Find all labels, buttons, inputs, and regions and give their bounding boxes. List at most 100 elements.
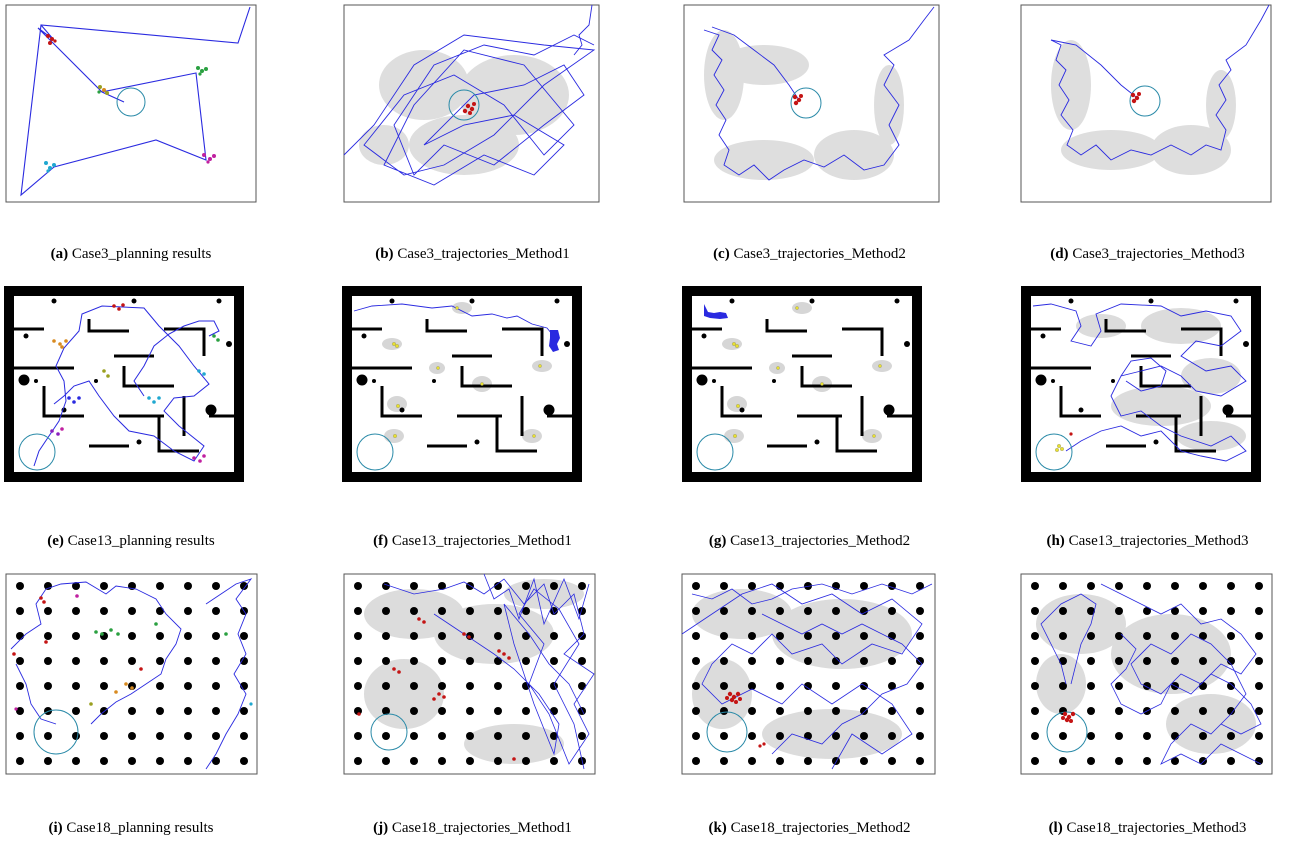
trajectory-path-3 — [691, 583, 933, 605]
obstacle-dot — [692, 607, 700, 615]
robot-cluster-red — [46, 34, 57, 45]
plot-case13-method1 — [342, 286, 582, 482]
obstacle-dot — [16, 757, 24, 765]
obstacle-dot — [720, 682, 728, 690]
caption-text: Case3_trajectories_Method2 — [733, 246, 906, 262]
obstacle-dot — [1199, 582, 1207, 590]
obstacle-dot — [578, 682, 586, 690]
obstacle-dot — [382, 732, 390, 740]
obstacle-dot — [100, 607, 108, 615]
caption-tag: (k) — [708, 820, 727, 836]
obstacle-dot — [128, 757, 136, 765]
trajectory-path — [353, 303, 558, 347]
obstacle-dot — [1059, 632, 1067, 640]
obstacle-dot — [156, 757, 164, 765]
obstacle-dot — [240, 757, 248, 765]
robot-cluster-red — [1130, 92, 1141, 104]
obstacle-dot — [1087, 607, 1095, 615]
obstacle-dot — [1171, 732, 1179, 740]
caption-text: Case18_planning results — [66, 820, 214, 836]
goal-circle — [1035, 433, 1073, 471]
obstacle-dot — [578, 607, 586, 615]
obstacle-dot — [748, 732, 756, 740]
obstacle-dot — [1031, 582, 1039, 590]
obstacle-dot — [578, 732, 586, 740]
obstacle-dot — [748, 582, 756, 590]
obstacle-dot — [212, 582, 220, 590]
obstacle-dot — [692, 707, 700, 715]
trajectory-path-3 — [1110, 633, 1262, 735]
obstacle-dot — [16, 707, 24, 715]
obstacle-dot — [720, 732, 728, 740]
obstacle-dot — [916, 607, 924, 615]
obstacle-dot — [832, 707, 840, 715]
obstacle-dot — [44, 607, 52, 615]
obstacle-dot — [466, 707, 474, 715]
obstacle-dot — [804, 607, 812, 615]
maze-walls — [352, 319, 577, 453]
obstacle-dot — [748, 657, 756, 665]
obstacle-dot — [410, 657, 418, 665]
uncertainty-region — [364, 579, 584, 764]
obstacle-dot — [888, 707, 896, 715]
obstacle-dot — [888, 607, 896, 615]
obstacle-dot — [832, 732, 840, 740]
obstacle-dot — [1199, 732, 1207, 740]
trajectory-path — [1032, 303, 1247, 462]
obstacle-dot — [522, 607, 530, 615]
obstacle-dot — [184, 757, 192, 765]
obstacle-dot — [720, 632, 728, 640]
obstacle-dot — [438, 682, 446, 690]
caption-tag: (e) — [47, 533, 64, 549]
obstacle-dot — [466, 682, 474, 690]
robot-cluster-blue — [549, 330, 560, 352]
obstacle-dot — [72, 682, 80, 690]
obstacle-dot — [804, 657, 812, 665]
obstacle-dot — [128, 732, 136, 740]
caption-text: Case3_planning results — [71, 246, 212, 262]
obstacle-dot — [1031, 732, 1039, 740]
obstacle-dot — [438, 757, 446, 765]
caption-e: (e) Case13_planning results — [0, 533, 262, 550]
obstacle-dot — [804, 632, 812, 640]
caption-a: (a) Case3_planning results — [0, 246, 262, 263]
caption-k: (k) Case18_trajectories_Method2 — [662, 820, 957, 837]
goal-circle — [33, 709, 79, 755]
plot-case13-method2 — [682, 286, 922, 482]
obstacle-dot — [692, 657, 700, 665]
obstacle-dot — [1171, 707, 1179, 715]
robot-clusters-red — [357, 617, 516, 761]
obstacle-dot — [100, 682, 108, 690]
trajectory-inner — [711, 26, 800, 101]
obstacle-dot — [1031, 607, 1039, 615]
goal-circle — [18, 433, 56, 471]
panel-d — [1020, 4, 1272, 203]
caption-text: Case3_trajectories_Method3 — [1072, 246, 1245, 262]
obstacle-dot — [1115, 757, 1123, 765]
obstacle-dot — [72, 757, 80, 765]
obstacle-dot — [410, 582, 418, 590]
obstacle-dot — [1031, 707, 1039, 715]
obstacle-dot — [1115, 657, 1123, 665]
obstacle-dot — [522, 632, 530, 640]
obstacle-dot — [522, 657, 530, 665]
trajectory-path-2 — [433, 603, 585, 756]
obstacle-dot — [692, 632, 700, 640]
obstacle-dot — [550, 707, 558, 715]
obstacle-dot — [410, 732, 418, 740]
obstacle-dot — [692, 682, 700, 690]
obstacle-dot — [916, 682, 924, 690]
obstacle-dot — [184, 657, 192, 665]
obstacle-dot — [1031, 757, 1039, 765]
caption-tag: (f) — [373, 533, 389, 549]
obstacle-dot — [354, 632, 362, 640]
planned-path-branch — [205, 578, 253, 770]
obstacle-dot — [1143, 732, 1151, 740]
obstacle-dot — [550, 657, 558, 665]
obstacle-dot — [776, 757, 784, 765]
obstacle-dot — [1171, 632, 1179, 640]
obstacle-dot — [494, 607, 502, 615]
obstacle-dot — [550, 582, 558, 590]
obstacle-dot — [804, 707, 812, 715]
obstacle-dot — [1087, 682, 1095, 690]
